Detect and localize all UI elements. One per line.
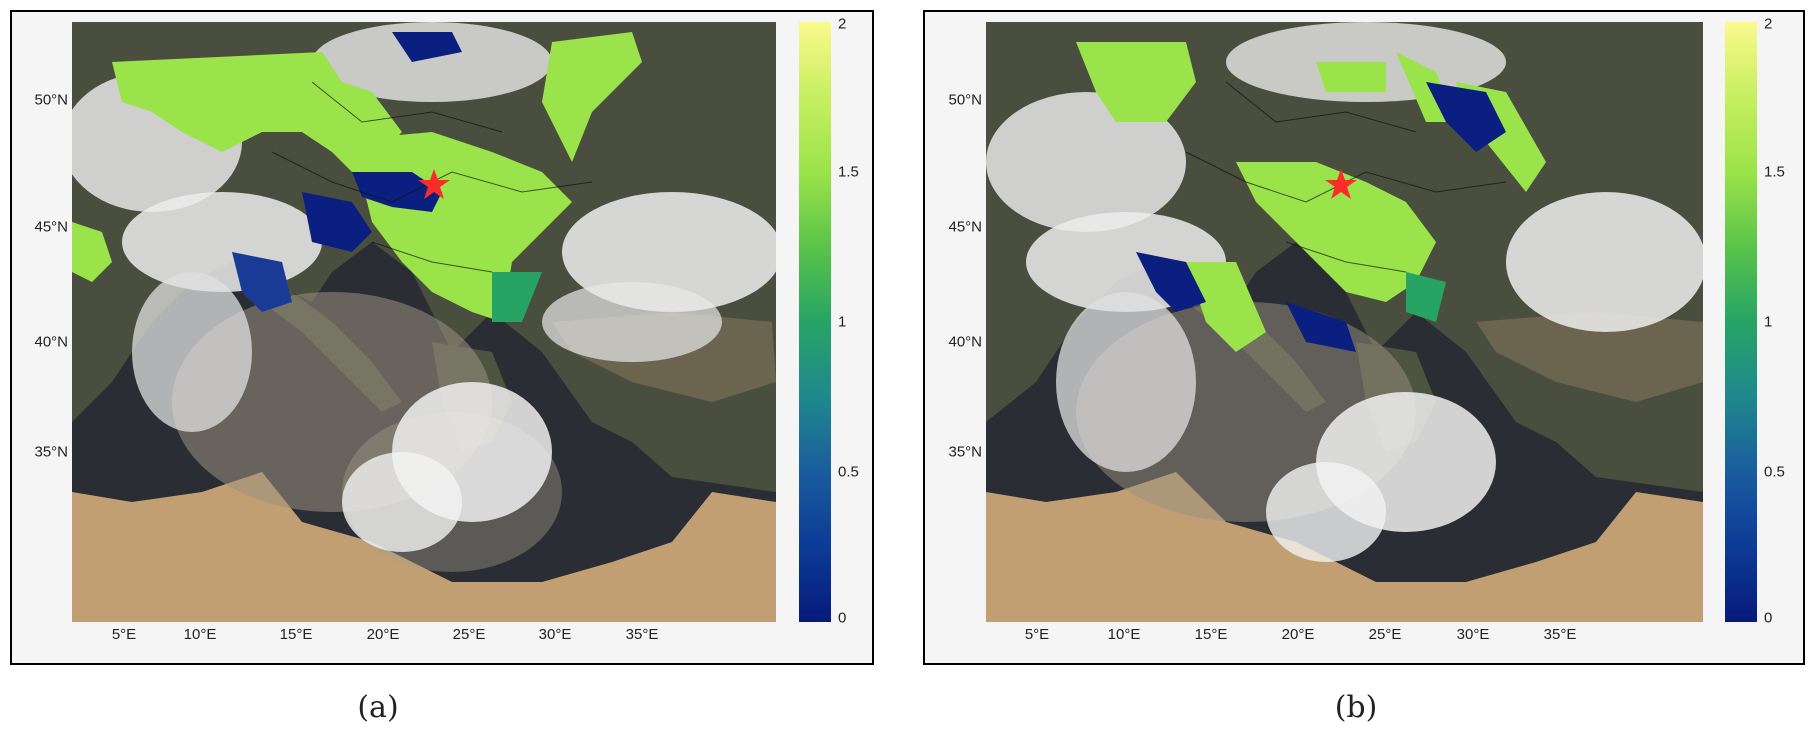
colorbar-tick-label: 1.5 <box>1764 163 1785 181</box>
lat-tick-label: 50°N <box>948 91 982 109</box>
colorbar <box>1725 22 1757 622</box>
event-star-marker <box>1325 169 1357 199</box>
map-image-b <box>986 22 1703 622</box>
map-panel-b: 50°N 45°N 40°N 35°N 5°E 10°E 15°E 20°E 2… <box>923 10 1805 665</box>
lon-tick-label: 20°E <box>1281 626 1315 643</box>
lat-tick-label: 45°N <box>34 218 68 236</box>
satellite-map-a <box>72 22 776 622</box>
lon-tick-label: 15°E <box>279 626 313 643</box>
colorbar-tick-label: 1.5 <box>838 163 859 181</box>
lon-tick-label: 30°E <box>1456 626 1490 643</box>
colorbar-tick-label: 1 <box>1764 313 1773 331</box>
lon-tick-label: 25°E <box>1368 626 1402 643</box>
event-star-marker <box>418 169 450 199</box>
lon-tick-label: 10°E <box>183 626 217 643</box>
map-panel-a: 50°N 45°N 40°N 35°N 5°E 10°E 15°E 20°E 2… <box>10 10 874 665</box>
colorbar-tick-label: 1 <box>838 313 847 331</box>
colorbar-tick-label: 0 <box>1764 609 1773 627</box>
colorbar-tick-label: 2 <box>838 15 847 33</box>
lon-tick-label: 35°E <box>625 626 659 643</box>
lat-tick-label: 40°N <box>34 333 68 351</box>
lon-tick-label: 10°E <box>1107 626 1141 643</box>
panel-caption-a: (a) <box>357 690 399 725</box>
lat-tick-label: 35°N <box>34 443 68 461</box>
lat-tick-label: 40°N <box>948 333 982 351</box>
panel-caption-b: (b) <box>1334 690 1378 725</box>
colorbar-tick-label: 0.5 <box>1764 463 1785 481</box>
lat-tick-label: 50°N <box>34 91 68 109</box>
satellite-map-b <box>986 22 1703 622</box>
lon-tick-label: 35°E <box>1543 626 1577 643</box>
lon-tick-label: 20°E <box>366 626 400 643</box>
lon-tick-label: 15°E <box>1194 626 1228 643</box>
lon-tick-label: 25°E <box>452 626 486 643</box>
map-image-a <box>72 22 776 622</box>
lat-tick-label: 45°N <box>948 218 982 236</box>
lon-tick-label: 5°E <box>1024 626 1050 643</box>
lat-tick-label: 35°N <box>948 443 982 461</box>
lon-tick-label: 5°E <box>111 626 137 643</box>
colorbar <box>799 22 831 622</box>
colorbar-tick-label: 0 <box>838 609 847 627</box>
lon-tick-label: 30°E <box>538 626 572 643</box>
colorbar-tick-label: 2 <box>1764 15 1773 33</box>
colorbar-tick-label: 0.5 <box>838 463 859 481</box>
